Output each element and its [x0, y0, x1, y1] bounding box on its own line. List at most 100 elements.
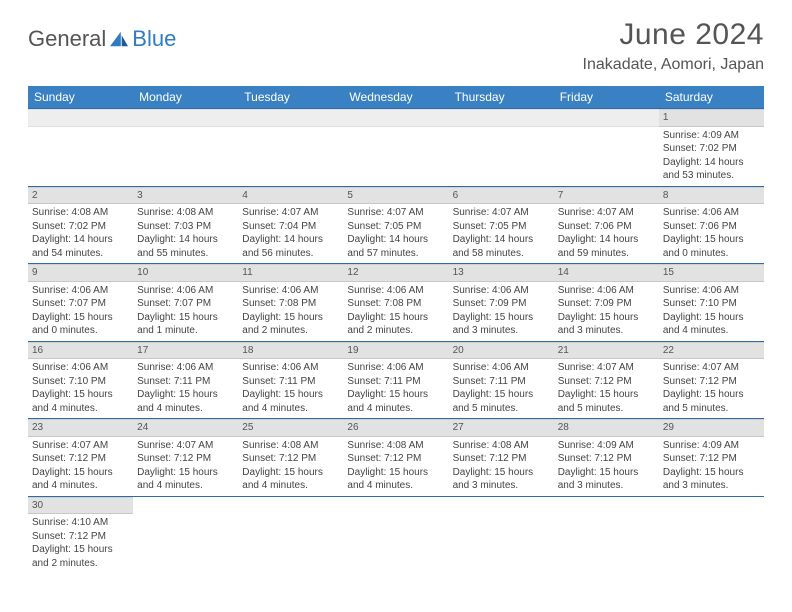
- calendar-cell: 2Sunrise: 4:08 AMSunset: 7:02 PMDaylight…: [28, 186, 133, 264]
- daylight-line2: and 4 minutes.: [347, 402, 444, 416]
- day-body: Sunrise: 4:09 AMSunset: 7:12 PMDaylight:…: [659, 437, 764, 496]
- calendar-row: 2Sunrise: 4:08 AMSunset: 7:02 PMDaylight…: [28, 186, 764, 264]
- day-body: Sunrise: 4:06 AMSunset: 7:11 PMDaylight:…: [238, 359, 343, 418]
- day-number-bar-empty: [343, 109, 448, 127]
- sunrise-text: Sunrise: 4:06 AM: [242, 361, 339, 375]
- daylight-line2: and 3 minutes.: [663, 479, 760, 493]
- daylight-line2: and 54 minutes.: [32, 247, 129, 261]
- sunset-text: Sunset: 7:12 PM: [558, 375, 655, 389]
- daylight-line1: Daylight: 15 hours: [347, 311, 444, 325]
- sunset-text: Sunset: 7:12 PM: [663, 452, 760, 466]
- sunset-text: Sunset: 7:08 PM: [242, 297, 339, 311]
- calendar-cell: [238, 109, 343, 187]
- sail-icon: [108, 28, 130, 46]
- day-body: Sunrise: 4:06 AMSunset: 7:07 PMDaylight:…: [133, 282, 238, 341]
- brand-part1: General: [28, 26, 106, 52]
- calendar-row: 9Sunrise: 4:06 AMSunset: 7:07 PMDaylight…: [28, 264, 764, 342]
- day-body: Sunrise: 4:07 AMSunset: 7:12 PMDaylight:…: [28, 437, 133, 496]
- daylight-line2: and 2 minutes.: [242, 324, 339, 338]
- calendar-cell: 7Sunrise: 4:07 AMSunset: 7:06 PMDaylight…: [554, 186, 659, 264]
- calendar-body: 1Sunrise: 4:09 AMSunset: 7:02 PMDaylight…: [28, 109, 764, 574]
- calendar-cell: 5Sunrise: 4:07 AMSunset: 7:05 PMDaylight…: [343, 186, 448, 264]
- daylight-line2: and 53 minutes.: [663, 169, 760, 183]
- sunrise-text: Sunrise: 4:08 AM: [32, 206, 129, 220]
- calendar-cell: 1Sunrise: 4:09 AMSunset: 7:02 PMDaylight…: [659, 109, 764, 187]
- day-body: Sunrise: 4:06 AMSunset: 7:09 PMDaylight:…: [449, 282, 554, 341]
- daylight-line1: Daylight: 14 hours: [558, 233, 655, 247]
- dayheader-tue: Tuesday: [238, 86, 343, 109]
- sunset-text: Sunset: 7:10 PM: [32, 375, 129, 389]
- calendar-cell: [554, 109, 659, 187]
- dayheader-thu: Thursday: [449, 86, 554, 109]
- daylight-line1: Daylight: 15 hours: [242, 311, 339, 325]
- daylight-line2: and 2 minutes.: [32, 557, 129, 571]
- calendar-cell: 14Sunrise: 4:06 AMSunset: 7:09 PMDayligh…: [554, 264, 659, 342]
- daylight-line1: Daylight: 15 hours: [32, 311, 129, 325]
- day-number: 4: [238, 187, 343, 205]
- day-body: Sunrise: 4:08 AMSunset: 7:02 PMDaylight:…: [28, 204, 133, 263]
- calendar-cell: 20Sunrise: 4:06 AMSunset: 7:11 PMDayligh…: [449, 341, 554, 419]
- sunrise-text: Sunrise: 4:07 AM: [32, 439, 129, 453]
- calendar-row: 30Sunrise: 4:10 AMSunset: 7:12 PMDayligh…: [28, 496, 764, 573]
- day-body: Sunrise: 4:06 AMSunset: 7:11 PMDaylight:…: [343, 359, 448, 418]
- day-number: 2: [28, 187, 133, 205]
- daylight-line2: and 4 minutes.: [663, 324, 760, 338]
- daylight-line1: Daylight: 14 hours: [137, 233, 234, 247]
- daylight-line1: Daylight: 14 hours: [347, 233, 444, 247]
- daylight-line2: and 55 minutes.: [137, 247, 234, 261]
- daylight-line1: Daylight: 15 hours: [663, 233, 760, 247]
- calendar-cell: 8Sunrise: 4:06 AMSunset: 7:06 PMDaylight…: [659, 186, 764, 264]
- day-body: Sunrise: 4:06 AMSunset: 7:11 PMDaylight:…: [449, 359, 554, 418]
- day-number: 13: [449, 264, 554, 282]
- day-body: Sunrise: 4:07 AMSunset: 7:04 PMDaylight:…: [238, 204, 343, 263]
- daylight-line2: and 4 minutes.: [137, 402, 234, 416]
- calendar-cell: 16Sunrise: 4:06 AMSunset: 7:10 PMDayligh…: [28, 341, 133, 419]
- daylight-line1: Daylight: 15 hours: [558, 311, 655, 325]
- calendar-cell: 27Sunrise: 4:08 AMSunset: 7:12 PMDayligh…: [449, 419, 554, 497]
- sunset-text: Sunset: 7:12 PM: [453, 452, 550, 466]
- daylight-line1: Daylight: 15 hours: [137, 388, 234, 402]
- sunrise-text: Sunrise: 4:08 AM: [453, 439, 550, 453]
- sunrise-text: Sunrise: 4:09 AM: [663, 439, 760, 453]
- calendar-cell: 23Sunrise: 4:07 AMSunset: 7:12 PMDayligh…: [28, 419, 133, 497]
- day-number: 20: [449, 342, 554, 360]
- calendar-cell: [343, 109, 448, 187]
- sunrise-text: Sunrise: 4:06 AM: [347, 284, 444, 298]
- daylight-line2: and 4 minutes.: [242, 402, 339, 416]
- sunrise-text: Sunrise: 4:06 AM: [558, 284, 655, 298]
- calendar-page: General Blue June 2024 Inakadate, Aomori…: [0, 0, 792, 573]
- daylight-line2: and 5 minutes.: [663, 402, 760, 416]
- calendar-cell: [343, 496, 448, 573]
- sunrise-text: Sunrise: 4:07 AM: [347, 206, 444, 220]
- sunrise-text: Sunrise: 4:06 AM: [137, 284, 234, 298]
- sunrise-text: Sunrise: 4:06 AM: [347, 361, 444, 375]
- daylight-line2: and 4 minutes.: [137, 479, 234, 493]
- sunrise-text: Sunrise: 4:07 AM: [663, 361, 760, 375]
- sunset-text: Sunset: 7:10 PM: [663, 297, 760, 311]
- day-number: 14: [554, 264, 659, 282]
- daylight-line2: and 4 minutes.: [347, 479, 444, 493]
- daylight-line2: and 5 minutes.: [558, 402, 655, 416]
- sunrise-text: Sunrise: 4:07 AM: [558, 361, 655, 375]
- daylight-line1: Daylight: 15 hours: [137, 466, 234, 480]
- day-body: Sunrise: 4:06 AMSunset: 7:10 PMDaylight:…: [659, 282, 764, 341]
- calendar-cell: 25Sunrise: 4:08 AMSunset: 7:12 PMDayligh…: [238, 419, 343, 497]
- calendar-table: Sunday Monday Tuesday Wednesday Thursday…: [28, 86, 764, 573]
- calendar-row: 23Sunrise: 4:07 AMSunset: 7:12 PMDayligh…: [28, 419, 764, 497]
- day-number-bar-empty: [449, 109, 554, 127]
- sunrise-text: Sunrise: 4:06 AM: [453, 361, 550, 375]
- day-body: Sunrise: 4:07 AMSunset: 7:05 PMDaylight:…: [449, 204, 554, 263]
- sunset-text: Sunset: 7:12 PM: [32, 452, 129, 466]
- sunset-text: Sunset: 7:05 PM: [453, 220, 550, 234]
- calendar-head: Sunday Monday Tuesday Wednesday Thursday…: [28, 86, 764, 109]
- sunset-text: Sunset: 7:02 PM: [32, 220, 129, 234]
- sunset-text: Sunset: 7:05 PM: [347, 220, 444, 234]
- title-block: June 2024 Inakadate, Aomori, Japan: [583, 18, 764, 74]
- daylight-line2: and 59 minutes.: [558, 247, 655, 261]
- day-number: 29: [659, 419, 764, 437]
- sunset-text: Sunset: 7:09 PM: [453, 297, 550, 311]
- day-body: Sunrise: 4:07 AMSunset: 7:12 PMDaylight:…: [659, 359, 764, 418]
- day-number: 27: [449, 419, 554, 437]
- day-number: 9: [28, 264, 133, 282]
- sunset-text: Sunset: 7:12 PM: [347, 452, 444, 466]
